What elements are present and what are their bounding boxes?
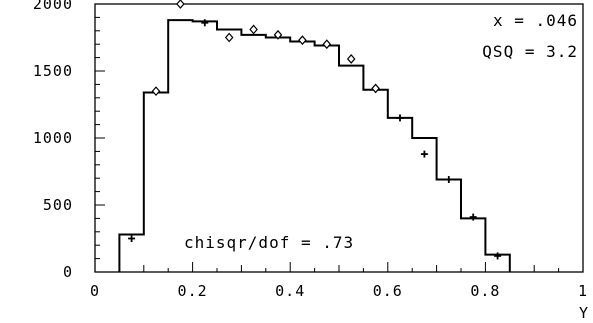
data-point [346,54,356,64]
annotation-x-value: x = .046 [493,11,578,30]
data-point [128,235,136,242]
y-tick-label: 1000 [33,129,73,147]
data-point [224,32,234,43]
data-point [445,176,453,184]
x-axis-ticks: 0 0.2 0.4 0.6 0.8 1 [90,262,588,300]
data-point [273,29,283,40]
data-point [151,86,161,97]
data-point [298,35,307,46]
x-tick-label: 1 [578,282,588,300]
data-point [201,19,209,27]
data-point [176,0,185,9]
x-tick-label: 0.8 [470,282,500,300]
x-axis-title: Y [579,304,589,322]
x-tick-label: 0.6 [373,282,403,300]
data-point [469,213,477,221]
annotation-chisqr-dof: chisqr/dof = .73 [184,233,354,252]
y-tick-label: 2000 [33,0,73,13]
x-tick-label: 0 [90,282,100,300]
x-tick-label: 0.2 [178,282,208,300]
y-axis-ticks: 0 500 1000 1500 2000 [33,0,105,281]
data-point [322,39,332,50]
annotation-qsq-value: QSQ = 3.2 [482,42,578,61]
data-point [494,252,502,260]
data-point [420,150,428,158]
x-tick-label: 0.4 [275,282,305,300]
y-tick-label: 500 [43,196,73,214]
data-point [249,24,258,35]
data-points [128,0,502,260]
data-point [396,114,404,122]
y-tick-label: 1500 [33,62,73,80]
data-point [371,83,380,94]
y-tick-label: 0 [63,263,73,281]
